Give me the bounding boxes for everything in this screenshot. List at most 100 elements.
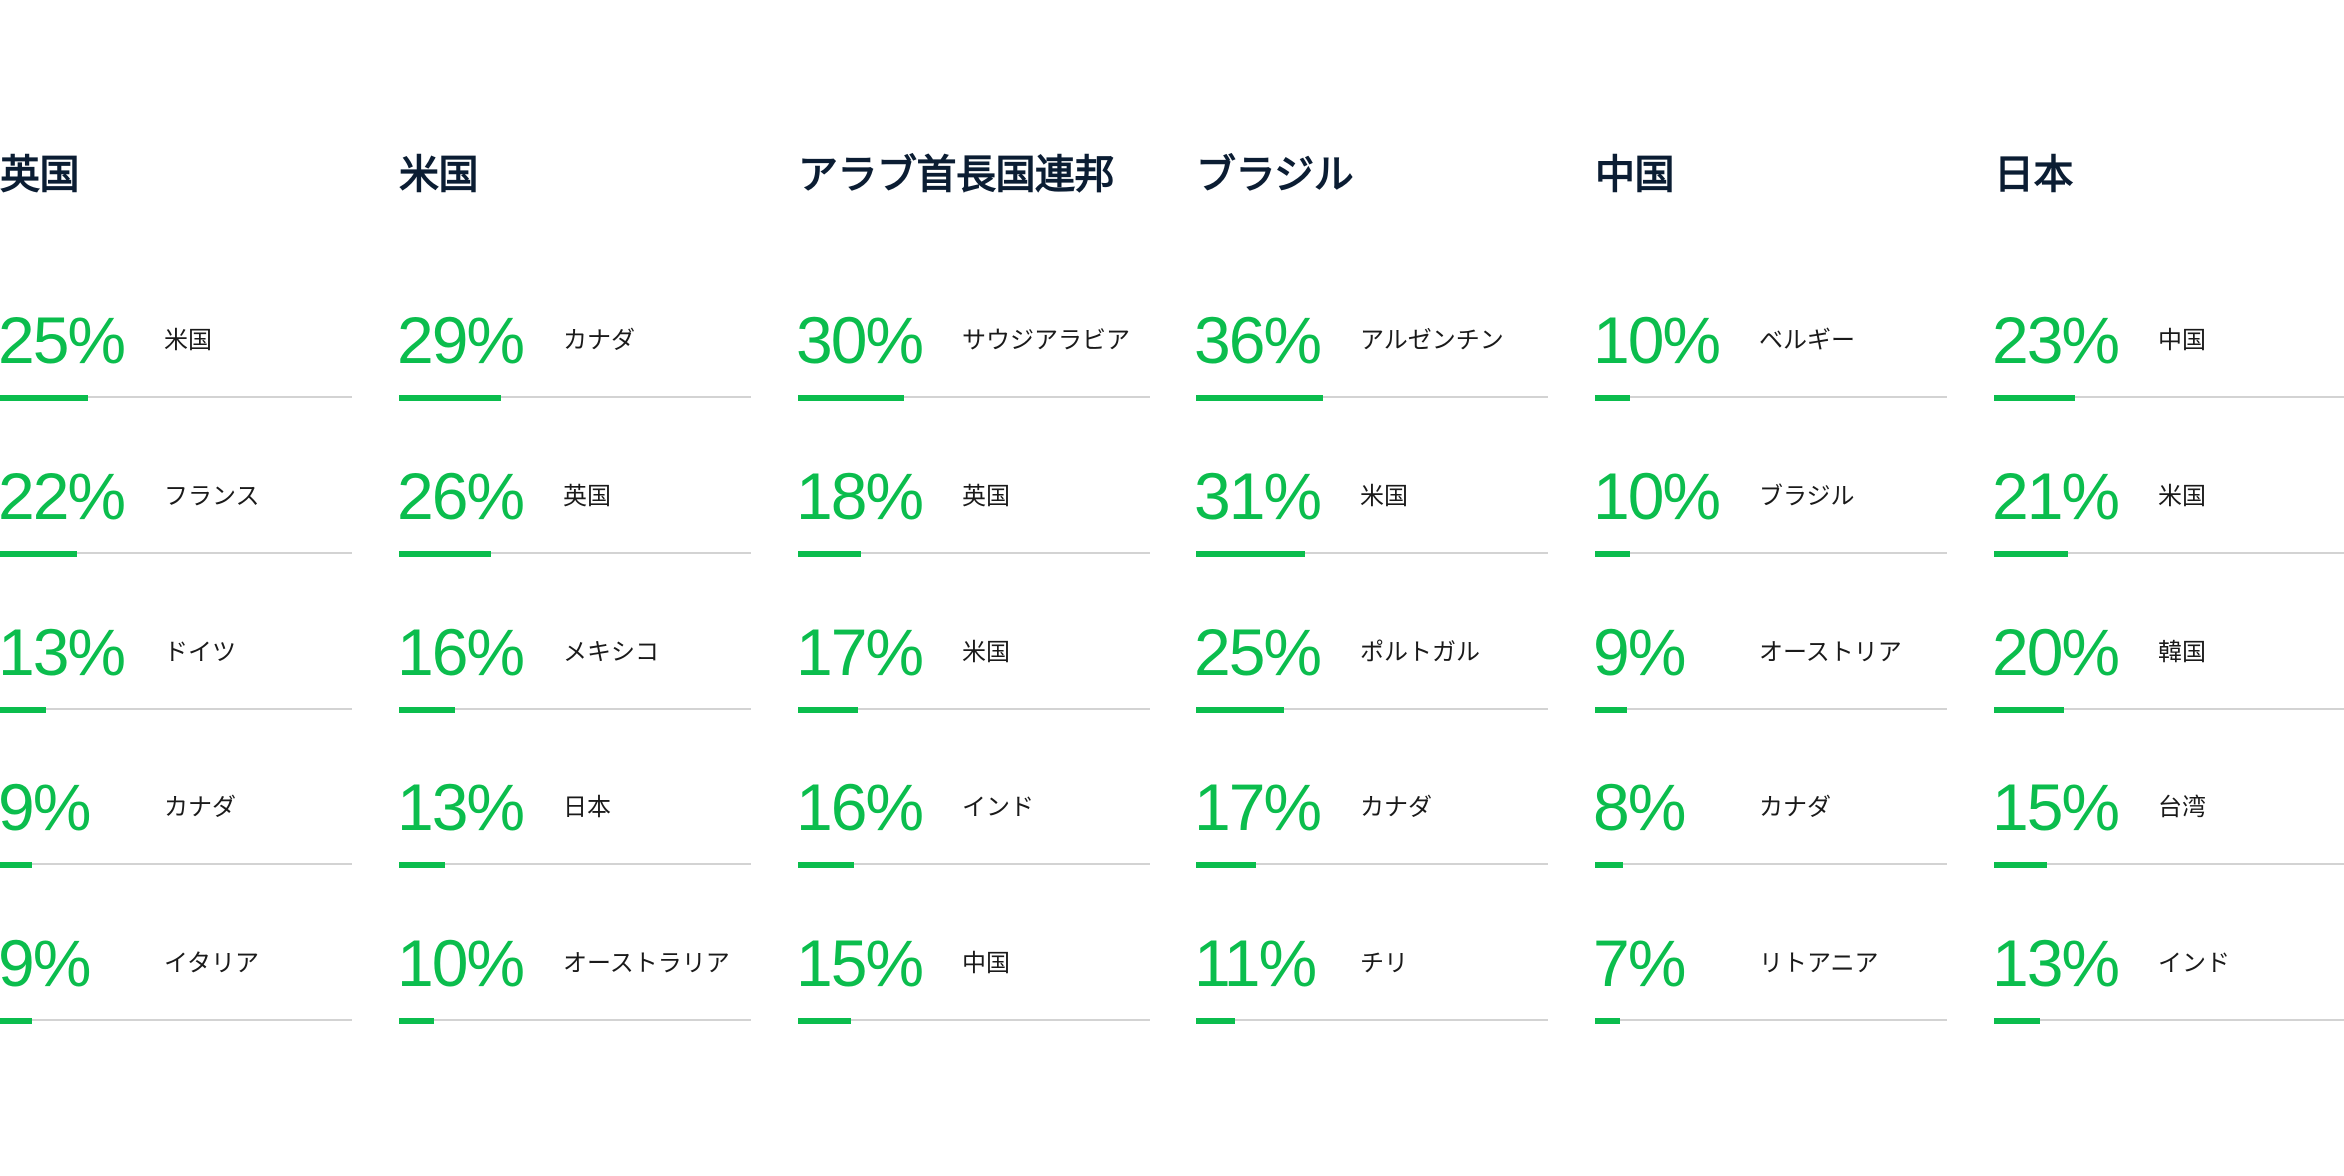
progress-track [798, 708, 1150, 710]
destination-label: オーストリア [1759, 638, 1902, 666]
list-item: 26% 英国 [397, 459, 751, 571]
progress-track [1595, 1019, 1947, 1021]
progress-track [1595, 863, 1947, 865]
progress-fill [1994, 862, 2047, 868]
progress-fill [1595, 862, 1624, 868]
progress-track [0, 396, 352, 398]
destination-label: アルゼンチン [1360, 326, 1504, 354]
list-item: 25% ポルトガル [1194, 615, 1548, 727]
progress-track [1994, 1019, 2344, 1021]
destination-label: カナダ [563, 326, 635, 354]
list-item: 31% 米国 [1194, 459, 1548, 571]
percent-value: 9% [0, 770, 91, 844]
progress-fill [1595, 395, 1631, 401]
percent-value: 18% [796, 459, 924, 533]
destination-label: 日本 [563, 793, 611, 821]
list-item: 10% ベルギー [1593, 305, 1947, 415]
percent-value: 13% [0, 615, 126, 689]
progress-track [399, 1019, 751, 1021]
list-item: 15% 中国 [796, 926, 1150, 1038]
progress-track [1196, 708, 1548, 710]
list-item: 21% 米国 [1992, 461, 2344, 571]
progress-fill [399, 707, 456, 713]
list-item: 23% 中国 [1992, 305, 2344, 415]
column-title: 米国 [399, 152, 479, 198]
percent-value: 36% [1194, 303, 1322, 377]
destination-label: リトアニア [1759, 949, 1879, 977]
percent-value: 17% [1194, 770, 1322, 844]
destination-label: カナダ [1759, 793, 1831, 821]
percent-value: 16% [796, 770, 924, 844]
progress-fill [1595, 707, 1627, 713]
progress-fill [1196, 395, 1323, 401]
destination-label: 米国 [164, 326, 212, 354]
percent-value: 11% [1194, 926, 1317, 1000]
list-item: 10% オーストラリア [397, 926, 751, 1038]
progress-track [1595, 552, 1947, 554]
progress-fill [399, 862, 445, 868]
percent-value: 10% [397, 926, 525, 1000]
destination-label: サウジアラビア [962, 326, 1130, 354]
destination-label: 米国 [962, 638, 1010, 666]
destination-label: ドイツ [164, 638, 236, 666]
destination-label: 中国 [962, 949, 1010, 977]
destination-label: 米国 [2158, 482, 2206, 510]
progress-track [399, 708, 751, 710]
list-item: 16% インド [796, 770, 1150, 882]
progress-track [798, 396, 1150, 398]
progress-track [399, 863, 751, 865]
progress-track [399, 552, 751, 554]
progress-track [1595, 708, 1947, 710]
percent-value: 7% [1593, 926, 1686, 1000]
destination-label: 英国 [962, 482, 1010, 510]
progress-fill [798, 1018, 851, 1024]
list-item: 9% カナダ [0, 772, 352, 882]
progress-fill [798, 707, 858, 713]
list-item: 36% アルゼンチン [1194, 303, 1548, 415]
list-item: 22% フランス [0, 461, 352, 571]
progress-track [0, 863, 352, 865]
percent-value: 9% [1593, 615, 1686, 689]
progress-track [1196, 396, 1548, 398]
destination-label: オーストラリア [563, 949, 730, 977]
progress-fill [1994, 395, 2075, 401]
destination-label: 韓国 [2158, 638, 2206, 666]
percent-value: 15% [796, 926, 924, 1000]
progress-fill [1595, 551, 1631, 557]
column-title: 英国 [0, 152, 80, 198]
percent-value: 26% [397, 459, 525, 533]
destination-label: イタリア [164, 949, 260, 977]
progress-fill [798, 862, 855, 868]
percent-value: 31% [1194, 459, 1322, 533]
list-item: 20% 韓国 [1992, 617, 2344, 727]
list-item: 7% リトアニア [1593, 926, 1947, 1038]
column-title: 日本 [1994, 152, 2074, 198]
list-item: 29% カナダ [397, 305, 751, 415]
percent-value: 13% [1992, 926, 2120, 1000]
progress-fill [1994, 707, 2065, 713]
percent-value: 25% [1194, 615, 1322, 689]
progress-track [798, 863, 1150, 865]
progress-fill [798, 551, 862, 557]
list-item: 17% カナダ [1194, 770, 1548, 882]
destination-label: カナダ [164, 793, 236, 821]
progress-fill [0, 551, 78, 557]
progress-fill [1994, 1018, 2040, 1024]
progress-track [1994, 552, 2344, 554]
percent-value: 22% [0, 459, 126, 533]
destination-label: 英国 [563, 482, 611, 510]
percent-value: 15% [1992, 770, 2120, 844]
column-title: ブラジル [1196, 152, 1354, 198]
list-item: 30% サウジアラビア [796, 305, 1150, 415]
percent-value: 25% [0, 303, 126, 377]
destination-label: フランス [164, 482, 260, 510]
progress-track [1994, 396, 2344, 398]
percent-value: 8% [1593, 770, 1686, 844]
progress-fill [399, 1018, 435, 1024]
progress-fill [1196, 707, 1284, 713]
progress-fill [1196, 1018, 1235, 1024]
list-item: 9% オーストリア [1593, 615, 1947, 727]
percent-value: 16% [397, 615, 525, 689]
list-item: 18% 英国 [796, 459, 1150, 571]
